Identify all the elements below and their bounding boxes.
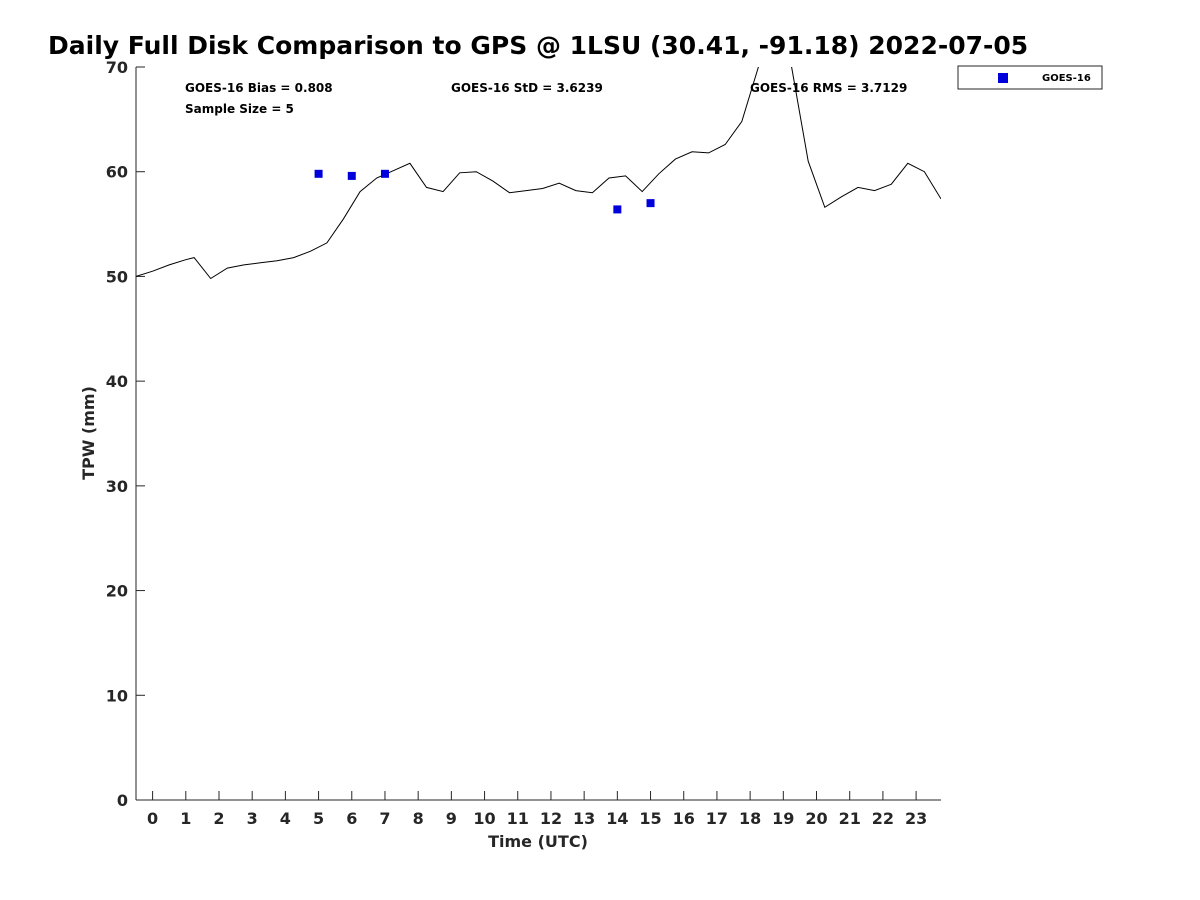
y-tick-label: 70: [106, 58, 128, 77]
x-tick-label: 13: [573, 809, 595, 828]
x-ticks: 0 1 2 3 4 5 6 7 8 9 10 11 12 13 14 15 16 17 18 19 20 21 22 23: [147, 791, 927, 828]
y-tick-label: 20: [106, 582, 128, 601]
x-tick-label: 9: [446, 809, 457, 828]
stat-sample-size: Sample Size = 5: [185, 102, 294, 116]
stat-rms: GOES-16 RMS = 3.7129: [750, 81, 907, 95]
y-ticks: 0 10 20 30 40 50 60 70: [106, 58, 145, 810]
x-tick-label: 7: [379, 809, 390, 828]
goes16-point: [613, 205, 622, 214]
axes: [135, 67, 941, 801]
legend-label-goes16: GOES-16: [1042, 73, 1091, 84]
marker-layer: [314, 169, 655, 214]
y-axis-label: TPW (mm): [79, 386, 98, 480]
goes16-point: [314, 169, 323, 178]
x-tick-label: 22: [872, 809, 894, 828]
x-tick-label: 12: [540, 809, 562, 828]
y-tick-label: 30: [106, 477, 128, 496]
chart-title: Daily Full Disk Comparison to GPS @ 1LSU…: [48, 31, 1028, 60]
stat-std: GOES-16 StD = 3.6239: [451, 81, 603, 95]
x-tick-label: 0: [147, 809, 158, 828]
x-tick-label: 3: [247, 809, 258, 828]
x-tick-label: 10: [473, 809, 495, 828]
goes16-point: [347, 171, 356, 180]
x-tick-label: 18: [739, 809, 761, 828]
legend-box: [957, 65, 1103, 90]
x-axis-label: Time (UTC): [488, 832, 588, 851]
y-tick-label: 0: [117, 791, 128, 810]
x-tick-label: 8: [413, 809, 424, 828]
y-tick-label: 50: [106, 267, 128, 286]
x-tick-label: 19: [772, 809, 794, 828]
legend: GOES-16: [957, 65, 1103, 90]
x-tick-label: 4: [280, 809, 291, 828]
x-tick-label: 20: [805, 809, 827, 828]
x-tick-label: 11: [507, 809, 529, 828]
stat-bias: GOES-16 Bias = 0.808: [185, 81, 333, 95]
x-tick-label: 21: [839, 809, 861, 828]
series-layer: [136, 67, 941, 280]
x-tick-label: 15: [639, 809, 661, 828]
x-tick-label: 6: [346, 809, 357, 828]
legend-marker-goes16: [998, 73, 1008, 83]
y-tick-label: 10: [106, 686, 128, 705]
y-tick-label: 60: [106, 163, 128, 182]
goes16-point: [380, 169, 389, 178]
x-tick-label: 5: [313, 809, 324, 828]
x-tick-label: 1: [180, 809, 191, 828]
x-tick-label: 14: [606, 809, 628, 828]
gps-tpw-line: [136, 67, 941, 280]
x-tick-label: 16: [673, 809, 695, 828]
x-tick-label: 17: [706, 809, 728, 828]
x-tick-label: 2: [213, 809, 224, 828]
x-tick-label: 23: [905, 809, 927, 828]
y-tick-label: 40: [106, 372, 128, 391]
goes16-point: [646, 199, 655, 208]
